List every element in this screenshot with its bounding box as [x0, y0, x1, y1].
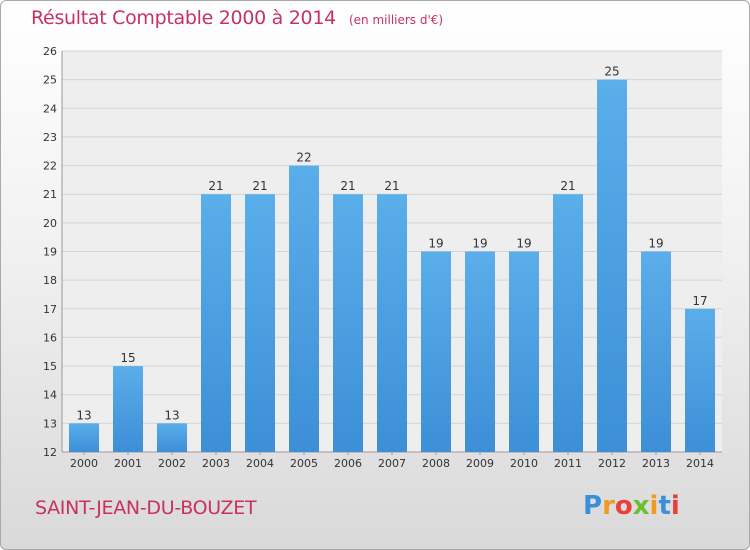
- bar-value-label: 21: [208, 179, 223, 193]
- x-tick-label: 2005: [290, 457, 318, 470]
- bar: [289, 165, 319, 453]
- logo-letter: t: [658, 491, 671, 521]
- chart-unit: (en milliers d'€): [348, 13, 444, 27]
- bar-value-label: 13: [164, 408, 179, 422]
- logo-letter: r: [602, 491, 615, 521]
- bar-value-label: 25: [604, 65, 619, 79]
- bar-value-label: 19: [428, 237, 443, 251]
- bar: [377, 194, 407, 452]
- logo-letter: o: [614, 491, 633, 521]
- y-tick-label: 14: [43, 389, 57, 402]
- y-tick-label: 24: [43, 102, 57, 115]
- x-tick-label: 2006: [334, 457, 362, 470]
- bar: [597, 79, 627, 453]
- y-tick-label: 12: [43, 446, 57, 459]
- y-tick-label: 23: [43, 131, 57, 144]
- bar: [421, 251, 451, 452]
- x-tick-label: 2013: [642, 457, 670, 470]
- y-tick-label: 16: [43, 331, 57, 344]
- bar: [641, 251, 671, 452]
- y-tick-label: 17: [43, 303, 57, 316]
- x-tick-label: 2003: [202, 457, 230, 470]
- x-tick-label: 2004: [246, 457, 274, 470]
- x-tick-label: 2010: [510, 457, 538, 470]
- bar-value-label: 19: [648, 237, 663, 251]
- x-tick-label: 2009: [466, 457, 494, 470]
- x-tick-label: 2000: [70, 457, 98, 470]
- bar-value-label: 15: [120, 351, 135, 365]
- bar-value-label: 22: [296, 151, 311, 165]
- y-tick-label: 13: [43, 417, 57, 430]
- y-tick-label: 21: [43, 188, 57, 201]
- bar: [465, 251, 495, 452]
- x-tick-label: 2011: [554, 457, 582, 470]
- y-tick-label: 19: [43, 246, 57, 259]
- bar: [553, 194, 583, 452]
- bar: [69, 423, 99, 452]
- bar-value-label: 19: [516, 237, 531, 251]
- chart-title: Résultat Comptable 2000 à 2014: [31, 7, 336, 29]
- bar-value-label: 13: [76, 408, 91, 422]
- bar-value-label: 17: [692, 294, 707, 308]
- x-tick-label: 2007: [378, 457, 406, 470]
- proxiti-logo: Proxiti: [583, 491, 680, 521]
- y-tick-label: 26: [43, 45, 57, 58]
- x-tick-label: 2008: [422, 457, 450, 470]
- bar-value-label: 21: [560, 179, 575, 193]
- y-tick-label: 22: [43, 160, 57, 173]
- bar-value-label: 21: [384, 179, 399, 193]
- logo-letter: P: [583, 491, 603, 521]
- x-tick-label: 2014: [686, 457, 714, 470]
- x-tick-label: 2001: [114, 457, 142, 470]
- logo-letter: i: [670, 491, 680, 521]
- bar-value-label: 21: [252, 179, 267, 193]
- bar: [113, 366, 143, 452]
- bar: [685, 308, 715, 452]
- commune-name: SAINT-JEAN-DU-BOUZET: [35, 497, 257, 519]
- bar: [245, 194, 275, 452]
- y-tick-label: 25: [43, 74, 57, 87]
- y-tick-label: 20: [43, 217, 57, 230]
- y-tick-label: 18: [43, 274, 57, 287]
- bar: [157, 423, 187, 452]
- bar: [509, 251, 539, 452]
- bar-value-label: 19: [472, 237, 487, 251]
- logo-letter: x: [632, 491, 650, 521]
- x-tick-label: 2012: [598, 457, 626, 470]
- bar: [333, 194, 363, 452]
- bar-value-label: 21: [340, 179, 355, 193]
- logo-letter: i: [649, 491, 659, 521]
- bar: [201, 194, 231, 452]
- y-tick-label: 15: [43, 360, 57, 373]
- x-tick-label: 2002: [158, 457, 186, 470]
- title-row: Résultat Comptable 2000 à 2014 (en milli…: [31, 7, 443, 29]
